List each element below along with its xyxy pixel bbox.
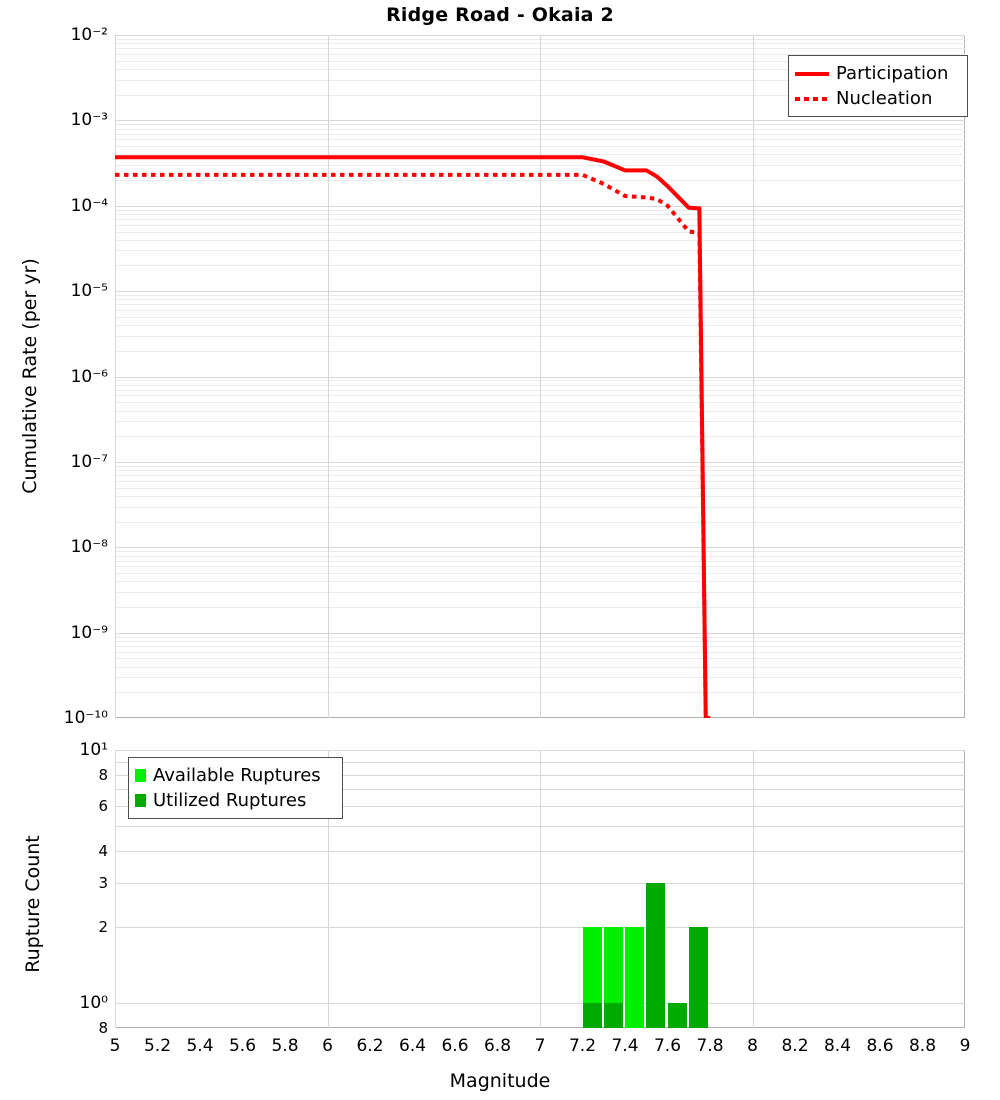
- color-swatch-icon: [135, 794, 146, 807]
- x-tick: 5.4: [186, 1036, 214, 1056]
- bar-utilized: [667, 1003, 687, 1028]
- legend-bottom[interactable]: Available Ruptures Utilized Ruptures: [128, 757, 343, 819]
- bar-utilized: [688, 927, 709, 1028]
- curve-nucleation: [115, 172, 710, 718]
- y-tick-top: 10⁻⁷: [70, 451, 108, 472]
- y-tick-bottom: 4: [98, 841, 108, 860]
- x-tick: 8.8: [908, 1036, 937, 1056]
- legend-row: Available Ruptures: [135, 763, 334, 788]
- y-tick-bottom: 8: [98, 1019, 108, 1037]
- y-tick-top: 10⁻⁸: [70, 537, 108, 558]
- legend-label: Nucleation: [836, 87, 933, 109]
- curve-participation: [115, 155, 710, 718]
- dotted-line-icon: [795, 96, 829, 101]
- x-tick: 6: [322, 1036, 333, 1056]
- legend-row: Nucleation: [795, 86, 959, 111]
- x-tick: 5.6: [228, 1036, 257, 1056]
- gridline-v: [540, 35, 541, 718]
- x-tick: 6.2: [356, 1036, 384, 1056]
- y-tick-top: 10⁻²: [70, 25, 108, 45]
- legend-label: Available Ruptures: [153, 764, 321, 786]
- y-tick-top: 10⁻⁵: [70, 281, 108, 302]
- y-tick-bottom: 10¹: [79, 740, 108, 760]
- gridline-v: [752, 35, 754, 718]
- bar-utilized: [603, 1003, 623, 1028]
- legend-top[interactable]: Participation Nucleation: [788, 55, 968, 117]
- x-tick: 8.6: [866, 1036, 894, 1056]
- x-tick: 7.6: [653, 1036, 682, 1056]
- x-tick: 5.2: [143, 1036, 172, 1056]
- x-tick: 6.8: [483, 1036, 512, 1056]
- y-tick-top: 10⁻⁹: [70, 622, 108, 643]
- y-tick-bottom: 8: [98, 765, 108, 784]
- x-tick: 8.2: [781, 1036, 809, 1056]
- legend-row: Utilized Ruptures: [135, 788, 334, 813]
- legend-label: Participation: [836, 62, 949, 84]
- bar-utilized: [646, 882, 666, 1028]
- solid-line-icon: [795, 71, 829, 76]
- y-tick-bottom: 10⁰: [79, 993, 108, 1014]
- bar-utilized: [582, 1003, 602, 1028]
- grid-bottom: [115, 750, 965, 1028]
- bar-available: [603, 927, 623, 1028]
- gridline-v: [327, 35, 329, 718]
- y-tick-bottom: 2: [98, 918, 108, 937]
- x-tick: 7.2: [568, 1036, 597, 1056]
- y-tick-bottom: 6: [98, 797, 108, 816]
- rate-curves: [115, 155, 710, 718]
- rupture-bars: [115, 750, 965, 1028]
- gridline-v: [540, 750, 541, 1028]
- gridline-v: [115, 750, 116, 1028]
- x-tick: 6.6: [441, 1036, 469, 1056]
- x-tick: 8.4: [823, 1036, 852, 1056]
- y-tick-bottom: 3: [98, 873, 108, 892]
- grid-top: [115, 35, 965, 718]
- color-swatch-icon: [135, 769, 146, 782]
- chart-title: Ridge Road - Okaia 2: [386, 4, 614, 26]
- x-tick: 8: [747, 1036, 758, 1056]
- x-tick: 6.4: [398, 1036, 427, 1056]
- x-tick: 5: [109, 1036, 121, 1056]
- legend-label: Utilized Ruptures: [153, 789, 307, 811]
- gridline-v: [327, 750, 329, 1028]
- bar-available: [582, 927, 602, 1028]
- x-tick: 9: [959, 1036, 971, 1056]
- gridline-v: [115, 35, 116, 718]
- x-tick: 5.8: [271, 1036, 299, 1056]
- y-tick-top: 10⁻⁶: [70, 366, 108, 387]
- y-tick-top: 10⁻¹⁰: [63, 708, 108, 728]
- legend-row: Participation: [795, 61, 959, 86]
- bar-available: [625, 927, 645, 1028]
- y-tick-top: 10⁻⁴: [70, 195, 108, 216]
- x-tick: 7.8: [696, 1036, 724, 1056]
- y-tick-top: 10⁻³: [70, 110, 108, 131]
- x-axis-label: Magnitude: [449, 1070, 551, 1092]
- x-tick: 7: [534, 1036, 546, 1056]
- gridline-v: [752, 750, 754, 1028]
- x-tick: 7.4: [611, 1036, 639, 1056]
